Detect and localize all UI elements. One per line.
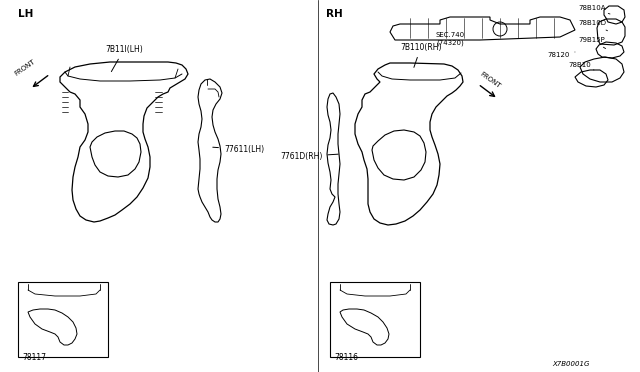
- Text: 78120: 78120: [547, 52, 575, 58]
- Text: RH: RH: [326, 9, 343, 19]
- Text: 78B10D: 78B10D: [578, 20, 607, 31]
- Text: 78117: 78117: [22, 353, 46, 362]
- Text: LH: LH: [18, 9, 33, 19]
- Text: 78B10A: 78B10A: [578, 5, 610, 14]
- Bar: [330, 282, 420, 357]
- Text: 77611(LH): 77611(LH): [212, 145, 264, 154]
- Text: 78B10: 78B10: [568, 62, 594, 70]
- Text: FRONT: FRONT: [479, 71, 501, 89]
- Text: 7B110(RH): 7B110(RH): [400, 43, 442, 67]
- Text: 7761D(RH): 7761D(RH): [280, 152, 338, 161]
- Text: FRONT: FRONT: [13, 58, 36, 77]
- Text: X7B0001G: X7B0001G: [552, 361, 590, 367]
- Text: 79B15P: 79B15P: [578, 37, 605, 49]
- Text: 78116: 78116: [334, 353, 358, 362]
- Text: 7B11I(LH): 7B11I(LH): [105, 45, 143, 71]
- Bar: [18, 282, 108, 357]
- Text: SEC.740
(74320): SEC.740 (74320): [435, 32, 465, 45]
